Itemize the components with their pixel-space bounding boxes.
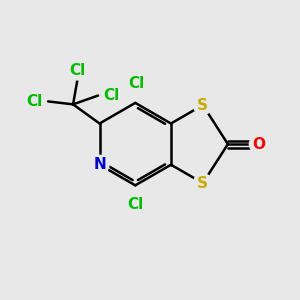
Circle shape <box>126 195 145 214</box>
Text: N: N <box>93 157 106 172</box>
Text: Cl: Cl <box>27 94 43 109</box>
Circle shape <box>68 61 87 80</box>
Text: S: S <box>197 176 208 190</box>
Text: Cl: Cl <box>129 76 145 91</box>
Circle shape <box>90 155 109 174</box>
Circle shape <box>194 96 212 115</box>
Circle shape <box>194 174 212 193</box>
Text: O: O <box>252 136 265 152</box>
Circle shape <box>26 92 44 111</box>
Text: Cl: Cl <box>69 63 85 78</box>
Text: S: S <box>197 98 208 112</box>
Text: Cl: Cl <box>127 197 143 212</box>
Circle shape <box>249 135 268 154</box>
Text: Cl: Cl <box>103 88 119 103</box>
Circle shape <box>102 86 121 105</box>
Circle shape <box>127 74 146 93</box>
